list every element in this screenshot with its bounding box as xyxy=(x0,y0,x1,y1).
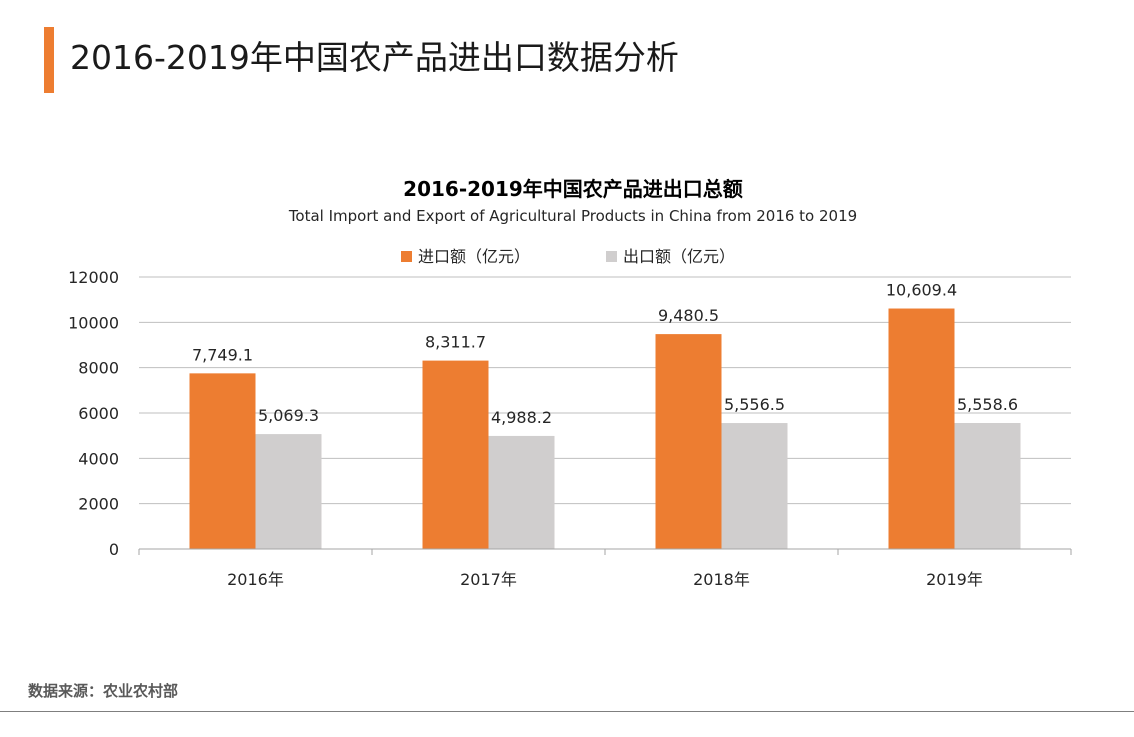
legend-label: 出口额（亿元） xyxy=(623,247,735,266)
title-accent-bar xyxy=(44,27,54,93)
chart-bars: 7,749.1 5,069.3 8,311.7 4,988.2 9,480.5 5,556… xyxy=(189,281,1021,549)
data-label: 10,609.4 xyxy=(886,281,957,300)
data-label: 7,749.1 xyxy=(192,345,253,364)
bar-import xyxy=(655,334,722,549)
bar-import xyxy=(888,308,955,549)
data-label: 4,988.2 xyxy=(491,408,552,427)
data-label: 5,558.6 xyxy=(957,395,1018,414)
x-axis: 2016年 2017年 2018年 2019年 xyxy=(138,548,1072,589)
data-label: 9,480.5 xyxy=(658,306,719,325)
y-tick-label: 4000 xyxy=(78,449,119,468)
y-tick-label: 8000 xyxy=(78,359,119,378)
source-note: 数据来源：农业农村部 xyxy=(28,682,179,700)
bar-export xyxy=(954,423,1021,549)
chart-legend: 进口额（亿元） 出口额（亿元） xyxy=(401,247,735,266)
legend-swatch xyxy=(401,251,412,262)
y-axis: 0 2000 4000 6000 8000 10000 12000 xyxy=(68,268,119,559)
x-tick-label: 2019年 xyxy=(926,570,983,589)
y-tick-label: 12000 xyxy=(68,268,119,287)
bar-export xyxy=(255,434,322,549)
page-title: 2016-2019年中国农产品进出口数据分析 xyxy=(70,38,679,77)
data-label: 8,311.7 xyxy=(425,333,486,352)
chart-subtitle: Total Import and Export of Agricultural … xyxy=(288,207,857,225)
chart-title: 2016-2019年中国农产品进出口总额 xyxy=(403,177,743,201)
bottom-divider xyxy=(0,711,1134,712)
x-tick-label: 2018年 xyxy=(693,570,750,589)
bar-import xyxy=(422,360,489,549)
legend-label: 进口额（亿元） xyxy=(418,247,530,266)
y-tick-label: 10000 xyxy=(68,313,119,332)
bar-export xyxy=(721,423,788,549)
bar-export xyxy=(488,435,555,549)
y-tick-label: 0 xyxy=(109,540,119,559)
y-tick-label: 6000 xyxy=(78,404,119,423)
x-tick-label: 2016年 xyxy=(227,570,284,589)
bar-import xyxy=(189,373,256,549)
legend-swatch xyxy=(606,251,617,262)
y-tick-label: 2000 xyxy=(78,495,119,514)
data-label: 5,069.3 xyxy=(258,406,319,425)
data-label: 5,556.5 xyxy=(724,395,785,414)
x-tick-label: 2017年 xyxy=(460,570,517,589)
